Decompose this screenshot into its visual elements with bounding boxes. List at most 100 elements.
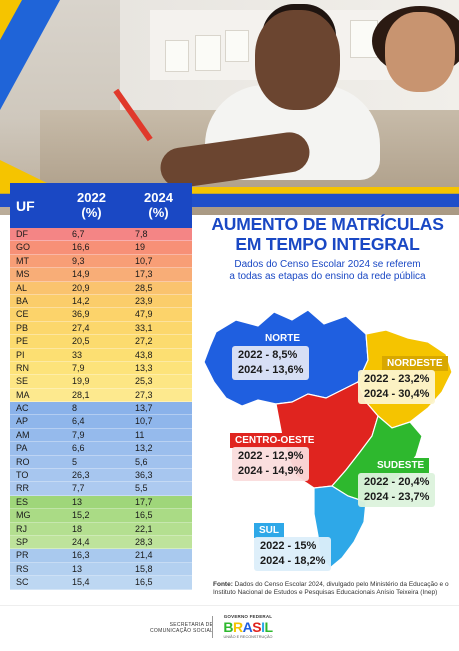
value-2024-cell: 15,8	[135, 563, 153, 574]
norte-label: NORTE	[260, 331, 305, 346]
table-row: ES 13 17,7	[10, 495, 192, 510]
norte-values: 2022 - 8,5% 2024 - 13,6%	[232, 346, 310, 380]
girl-face	[385, 12, 455, 92]
value-2024-cell: 13,2	[135, 443, 153, 454]
value-2022-cell: 7,7	[72, 483, 85, 494]
norte-2024: 2024 - 13,6%	[238, 364, 304, 376]
norte-2022: 2022 - 8,5%	[238, 349, 298, 361]
page-title: AUMENTO DE MATRÍCULAS EM TEMPO INTEGRAL	[196, 214, 459, 254]
sul-2024: 2024 - 18,2%	[260, 555, 326, 567]
value-2024-cell: 17,3	[135, 269, 153, 280]
value-2022-cell: 6,7	[72, 229, 85, 239]
uf-cell: AM	[16, 429, 30, 440]
value-2022-cell: 16,6	[72, 242, 90, 253]
uf-cell: RS	[16, 563, 29, 574]
table-row: PI 33 43,8	[10, 348, 192, 362]
brasil-letter: L	[264, 619, 274, 635]
table-row: TO 26,3 36,3	[10, 469, 192, 483]
value-2022-cell: 16,3	[72, 550, 90, 561]
nordeste-label: NORDESTE	[382, 356, 448, 371]
sudeste-values: 2022 - 20,4% 2024 - 23,7%	[358, 473, 436, 507]
secom-logo: SECRETARIA DE COMUNICAÇÃO SOCIAL	[150, 622, 213, 634]
value-2022-cell: 20,9	[72, 282, 90, 293]
value-2024-cell: 47,9	[135, 309, 153, 320]
value-2022-cell: 7,9	[72, 429, 85, 440]
subtitle-line-1: Dados do Censo Escolar 2024 se referem	[234, 259, 421, 270]
value-2022-cell: 8	[72, 403, 78, 414]
value-2022-cell: 18	[72, 523, 83, 534]
value-2022-cell: 28,1	[72, 389, 90, 400]
secom-line-1: SECRETARIA DE	[169, 622, 214, 628]
sul-label: SUL	[254, 523, 284, 538]
secom-line-2: COMUNICAÇÃO SOCIAL	[150, 628, 214, 634]
table-row: SE 19,9 25,3	[10, 375, 192, 389]
header-2022-year: 2022	[77, 190, 106, 205]
table-row: SC 15,4 16,5	[10, 576, 192, 590]
table-row: AC 8 13,7	[10, 402, 192, 416]
uf-cell: PI	[16, 349, 25, 360]
sul-values: 2022 - 15% 2024 - 18,2%	[254, 537, 332, 571]
value-2024-cell: 33,1	[135, 322, 153, 333]
value-2024-cell: 13,3	[135, 362, 153, 373]
uf-cell: MT	[16, 255, 29, 266]
value-2024-cell: 5,6	[135, 456, 148, 467]
brasil-letter: R	[233, 619, 243, 635]
table-row: RS 13 15,8	[10, 562, 192, 577]
uf-cell: MS	[16, 269, 30, 280]
value-2022-cell: 15,4	[72, 577, 90, 588]
title-line-2: EM TEMPO INTEGRAL	[235, 234, 420, 254]
brazil-map: NORTE 2022 - 8,5% 2024 - 13,6% NORDESTE …	[196, 290, 459, 590]
value-2024-cell: 36,3	[135, 470, 153, 481]
value-2022-cell: 36,9	[72, 309, 90, 320]
wall-paper	[195, 35, 221, 71]
table-row: AL 20,9 28,5	[10, 281, 192, 295]
subtitle-line-2: a todas as etapas do ensino da rede públ…	[229, 271, 426, 282]
footer	[0, 605, 459, 651]
nordeste-2024: 2024 - 30,4%	[364, 388, 430, 400]
value-2024-cell: 13,7	[135, 403, 153, 414]
header-photo	[0, 0, 459, 215]
sudeste-label: SUDESTE	[372, 458, 430, 473]
table-row: PE 20,5 27,2	[10, 335, 192, 349]
value-2024-cell: 25,3	[135, 376, 153, 387]
uf-cell: ES	[16, 496, 29, 507]
value-2024-cell: 28,5	[135, 282, 153, 293]
brasil-wordmark: BRASIL	[218, 619, 278, 635]
value-2024-cell: 7,8	[135, 229, 148, 239]
value-2024-cell: 16,5	[135, 577, 153, 588]
uf-cell: SC	[16, 577, 29, 588]
table-row: MA 28,1 27,3	[10, 388, 192, 403]
value-2024-cell: 19	[135, 242, 146, 253]
uf-cell: BA	[16, 295, 29, 306]
brasil-letter: I	[261, 619, 265, 635]
centro-oeste-2024: 2024 - 14,9%	[238, 465, 304, 477]
title-line-1: AUMENTO DE MATRÍCULAS	[211, 214, 444, 234]
uf-cell: RR	[16, 483, 29, 494]
uf-cell: SE	[16, 376, 29, 387]
value-2022-cell: 14,2	[72, 295, 90, 306]
uf-cell: AC	[16, 403, 29, 414]
value-2024-cell: 21,4	[135, 550, 153, 561]
table-header: UF 2022 (%) 2024 (%)	[10, 183, 192, 228]
value-2024-cell: 11	[135, 429, 145, 440]
uf-cell: TO	[16, 470, 29, 481]
nordeste-values: 2022 - 23,2% 2024 - 30,4%	[358, 370, 436, 404]
value-2022-cell: 26,3	[72, 470, 90, 481]
uf-cell: RO	[16, 456, 30, 467]
value-2022-cell: 24,4	[72, 536, 90, 547]
table-row: RJ 18 22,1	[10, 522, 192, 536]
page-subtitle: Dados do Censo Escolar 2024 se referem a…	[196, 259, 459, 283]
nordeste-2022: 2022 - 23,2%	[364, 373, 430, 385]
source-text: Dados do Censo Escolar 2024, divulgado p…	[213, 581, 449, 596]
header-2024: 2024 (%)	[125, 183, 192, 228]
header-2022-unit: (%)	[81, 205, 102, 220]
uf-cell: PB	[16, 322, 29, 333]
centro-oeste-2022: 2022 - 12,9%	[238, 450, 304, 462]
table-row: AM 7,9 11	[10, 428, 192, 443]
table-row: PB 27,4 33,1	[10, 321, 192, 336]
uf-cell: GO	[16, 242, 31, 253]
source-label: Fonte:	[213, 581, 233, 588]
table-row: MT 9,3 10,7	[10, 254, 192, 269]
source-note: Fonte: Dados do Censo Escolar 2024, divu…	[213, 581, 453, 597]
wall-paper	[165, 40, 189, 72]
